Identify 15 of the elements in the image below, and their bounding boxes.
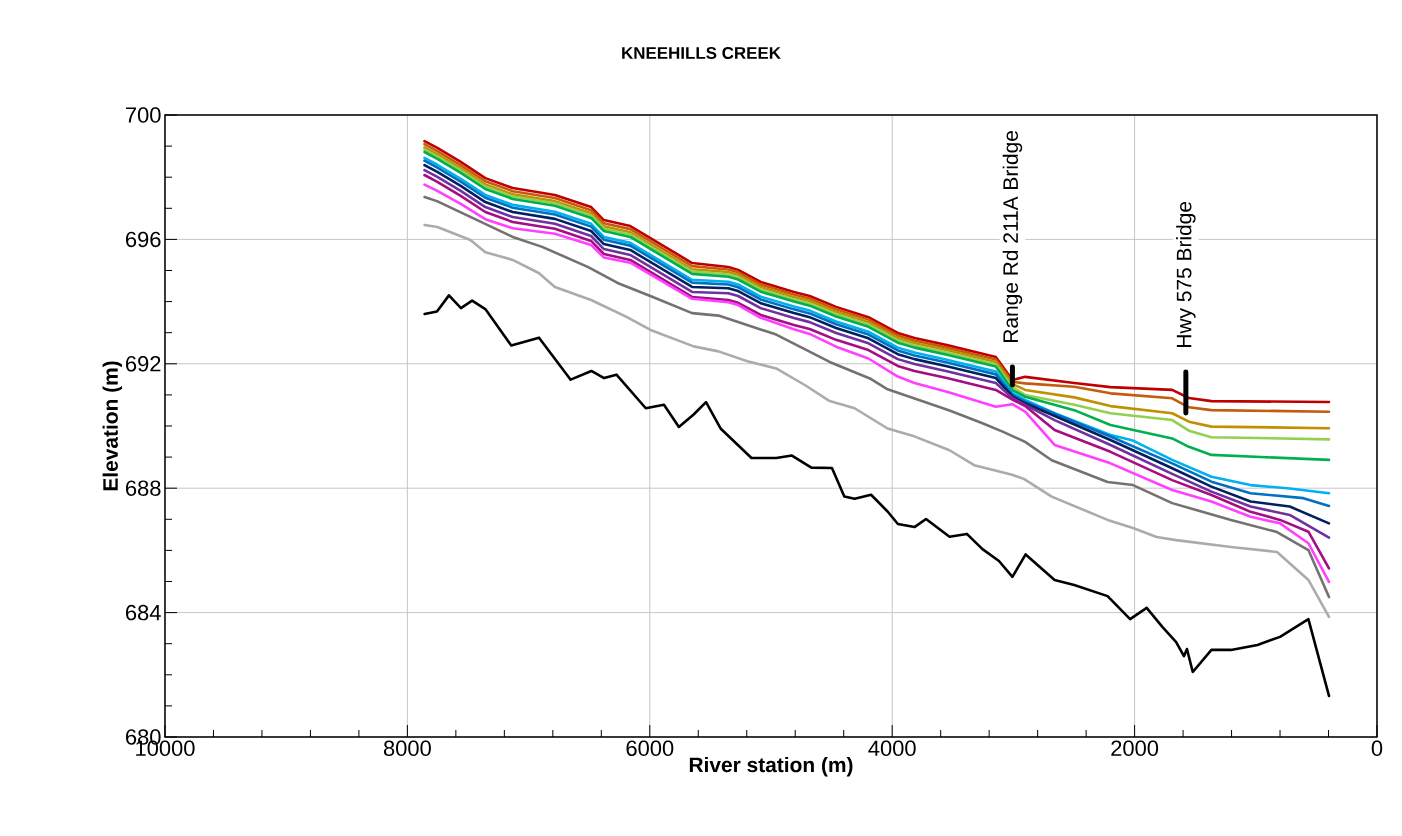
- y-tick-label: 688: [126, 480, 161, 496]
- y-tick-label: 684: [126, 604, 161, 621]
- y-axis-title: Elevation (m): [102, 361, 123, 491]
- x-tick-label: 8000: [383, 740, 431, 757]
- y-tick-label: 696: [126, 231, 161, 248]
- y-tick-label: 700: [126, 107, 161, 123]
- x-tick-label: 0: [1371, 740, 1383, 757]
- x-tick-label: 4000: [868, 740, 916, 757]
- x-tick-label: 2000: [1111, 740, 1159, 757]
- annotation: Hwy 575 Bridge: [1176, 201, 1196, 347]
- x-axis-title: River station (m): [689, 756, 853, 777]
- y-tick-label: 692: [126, 356, 161, 372]
- annotation: Range Rd 211A Bridge: [1002, 131, 1023, 342]
- chart-title: KNEEHILLS CREEK: [622, 46, 781, 59]
- x-tick-label: 6000: [626, 740, 674, 757]
